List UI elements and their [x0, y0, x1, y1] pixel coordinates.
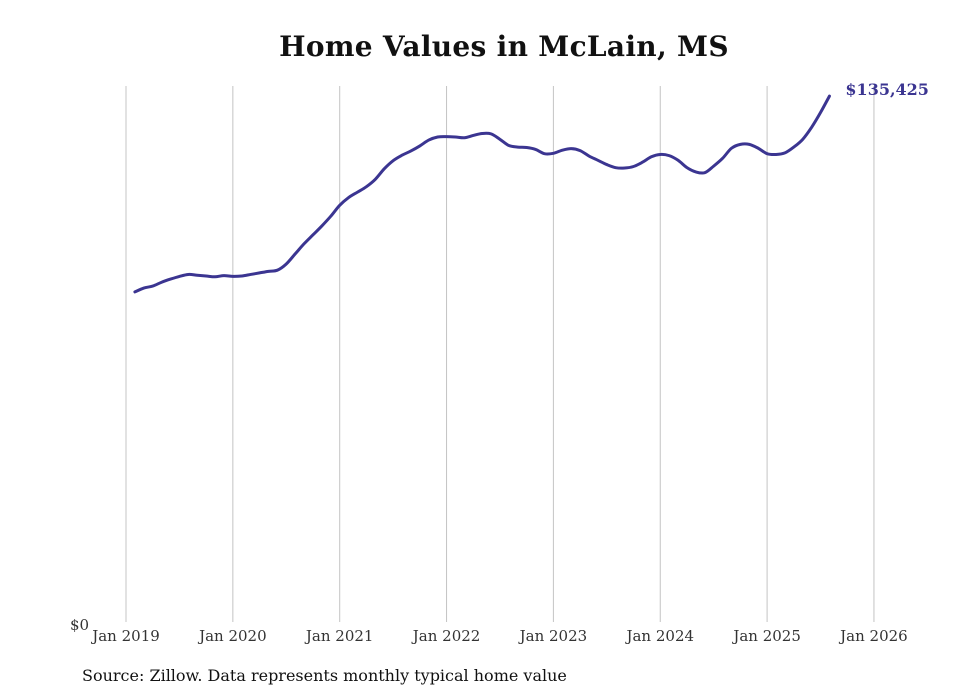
data-point: [249, 273, 252, 276]
vertical-gridlines: [125, 86, 875, 622]
data-point: [685, 166, 688, 169]
data-point: [463, 136, 466, 139]
data-point: [294, 252, 297, 255]
data-point: [151, 285, 154, 288]
data-point: [801, 138, 804, 141]
data-point: [721, 157, 724, 160]
data-point: [178, 275, 181, 278]
data-point: [614, 166, 617, 169]
data-point: [329, 215, 332, 218]
data-point: [276, 269, 279, 272]
data-point: [516, 146, 519, 149]
data-point: [258, 271, 261, 274]
data-point: [703, 171, 706, 174]
x-tick-label: Jan 2026: [838, 627, 908, 645]
data-point: [552, 152, 555, 155]
data-point: [596, 159, 599, 162]
data-series: $135,425: [133, 80, 929, 294]
data-point: [490, 132, 493, 135]
data-point: [222, 274, 225, 277]
data-point: [205, 275, 208, 278]
data-point: [498, 138, 501, 141]
data-point: [783, 151, 786, 154]
data-point: [436, 135, 439, 138]
y-tick-label-zero: $0: [70, 616, 89, 634]
data-point: [365, 185, 368, 188]
data-point: [739, 143, 742, 146]
data-point: [659, 153, 662, 156]
x-tick-label: Jan 2020: [197, 627, 267, 645]
data-point: [311, 233, 314, 236]
data-point: [543, 152, 546, 155]
data-point: [374, 178, 377, 181]
x-tick-label: Jan 2024: [624, 627, 694, 645]
data-point: [668, 154, 671, 157]
data-point: [694, 170, 697, 173]
data-point: [677, 159, 680, 162]
end-value-label: $135,425: [845, 80, 929, 99]
data-point: [472, 134, 475, 137]
data-point: [712, 165, 715, 168]
data-point: [160, 281, 163, 284]
data-point: [623, 167, 626, 170]
data-point: [142, 287, 145, 290]
data-point: [792, 146, 795, 149]
x-tick-label: Jan 2021: [304, 627, 374, 645]
data-point: [561, 149, 564, 152]
data-point: [588, 155, 591, 158]
data-point: [650, 155, 653, 158]
data-point: [285, 262, 288, 265]
data-point: [748, 143, 751, 146]
data-point: [356, 191, 359, 194]
data-point: [169, 278, 172, 281]
data-point: [819, 111, 822, 114]
data-point: [133, 290, 136, 293]
data-point: [828, 95, 831, 98]
data-point: [632, 165, 635, 168]
data-point: [231, 275, 234, 278]
data-point: [579, 149, 582, 152]
data-point: [605, 163, 608, 166]
data-point: [641, 161, 644, 164]
x-tick-label: Jan 2023: [518, 627, 588, 645]
data-point: [347, 196, 350, 199]
data-point: [409, 149, 412, 152]
data-point: [766, 152, 769, 155]
data-point: [303, 242, 306, 245]
data-point: [267, 270, 270, 273]
x-tick-label: Jan 2025: [731, 627, 801, 645]
data-point: [338, 204, 341, 207]
data-point: [454, 135, 457, 138]
data-point: [757, 147, 760, 150]
data-point: [445, 135, 448, 138]
data-point: [320, 224, 323, 227]
data-point: [427, 139, 430, 142]
x-tick-label: Jan 2022: [411, 627, 481, 645]
source-note: Source: Zillow. Data represents monthly …: [82, 666, 567, 685]
data-point: [534, 148, 537, 151]
data-point: [481, 132, 484, 135]
data-point: [525, 146, 528, 149]
data-point: [196, 274, 199, 277]
data-point: [730, 147, 733, 150]
data-point: [187, 273, 190, 276]
data-point: [240, 275, 243, 278]
data-point: [810, 126, 813, 129]
data-point: [392, 159, 395, 162]
data-point: [570, 147, 573, 150]
data-point: [401, 154, 404, 157]
data-point: [418, 144, 421, 147]
data-point: [383, 167, 386, 170]
series-line: [133, 94, 831, 294]
x-tick-label: Jan 2019: [90, 627, 160, 645]
data-point: [214, 275, 217, 278]
x-axis-tick-labels: Jan 2019 Jan 2020 Jan 2021 Jan 2022 Jan 2023…: [70, 616, 908, 645]
chart-title: Home Values in McLain, MS: [279, 30, 729, 63]
data-point: [775, 153, 778, 156]
data-point: [507, 144, 510, 147]
